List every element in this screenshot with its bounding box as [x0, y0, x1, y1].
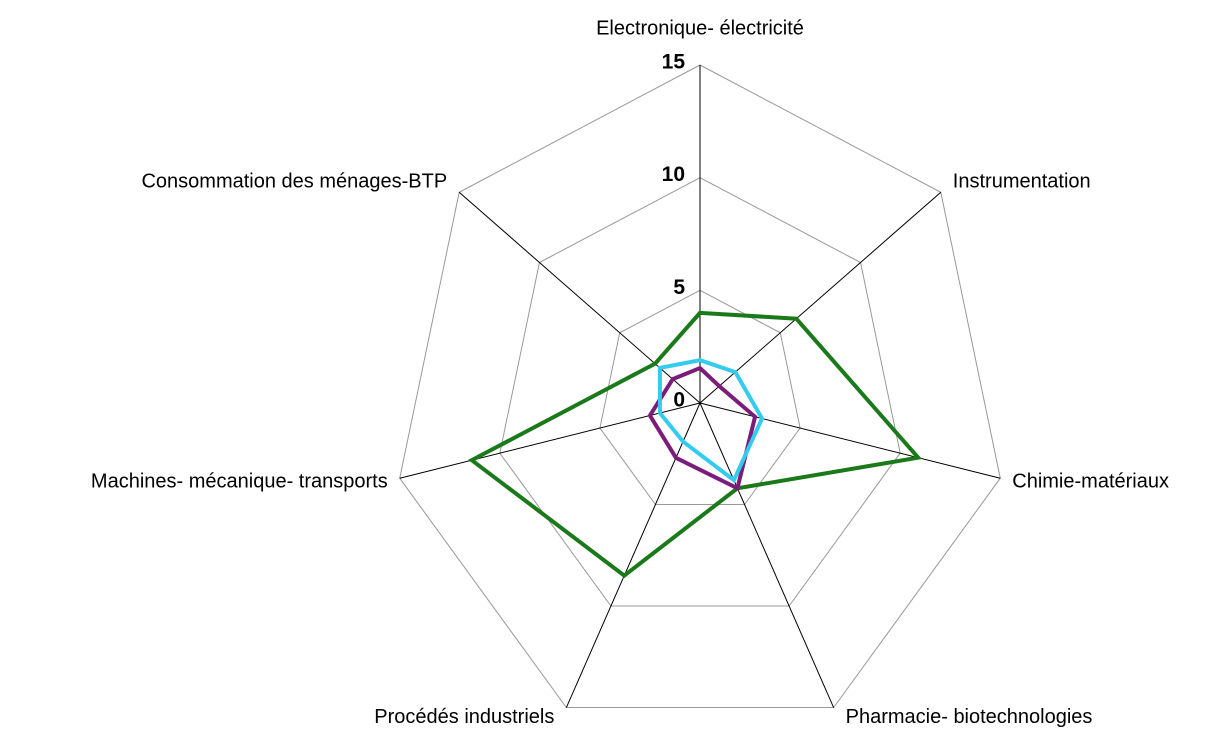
axis-line	[699, 191, 942, 404]
grid-ring	[499, 177, 901, 607]
tick-label: 15	[662, 51, 686, 74]
category-label: Procédés industriels	[374, 706, 554, 727]
series-line	[468, 310, 923, 579]
category-label: Pharmacie- biotechnologies	[846, 706, 1093, 727]
axis-line	[565, 402, 701, 708]
category-label: Chimie-matériaux	[1012, 470, 1169, 492]
axis-line	[399, 402, 701, 479]
category-label: Machines- mécanique- transports	[91, 470, 388, 492]
category-label: Electronique- électricité	[596, 17, 804, 39]
grid-ring	[599, 289, 801, 506]
axis-line	[699, 402, 1001, 479]
tick-label: 0	[673, 389, 685, 412]
grid-ring	[399, 64, 1001, 709]
tick-label: 5	[673, 276, 685, 299]
series-line	[647, 365, 758, 492]
axis-line	[699, 402, 835, 708]
axis-line	[458, 191, 701, 404]
series-line	[657, 358, 765, 484]
tick-label: 10	[662, 163, 685, 186]
category-label: Instrumentation	[953, 171, 1091, 193]
category-label: Consommation des ménages-BTP	[141, 171, 447, 193]
